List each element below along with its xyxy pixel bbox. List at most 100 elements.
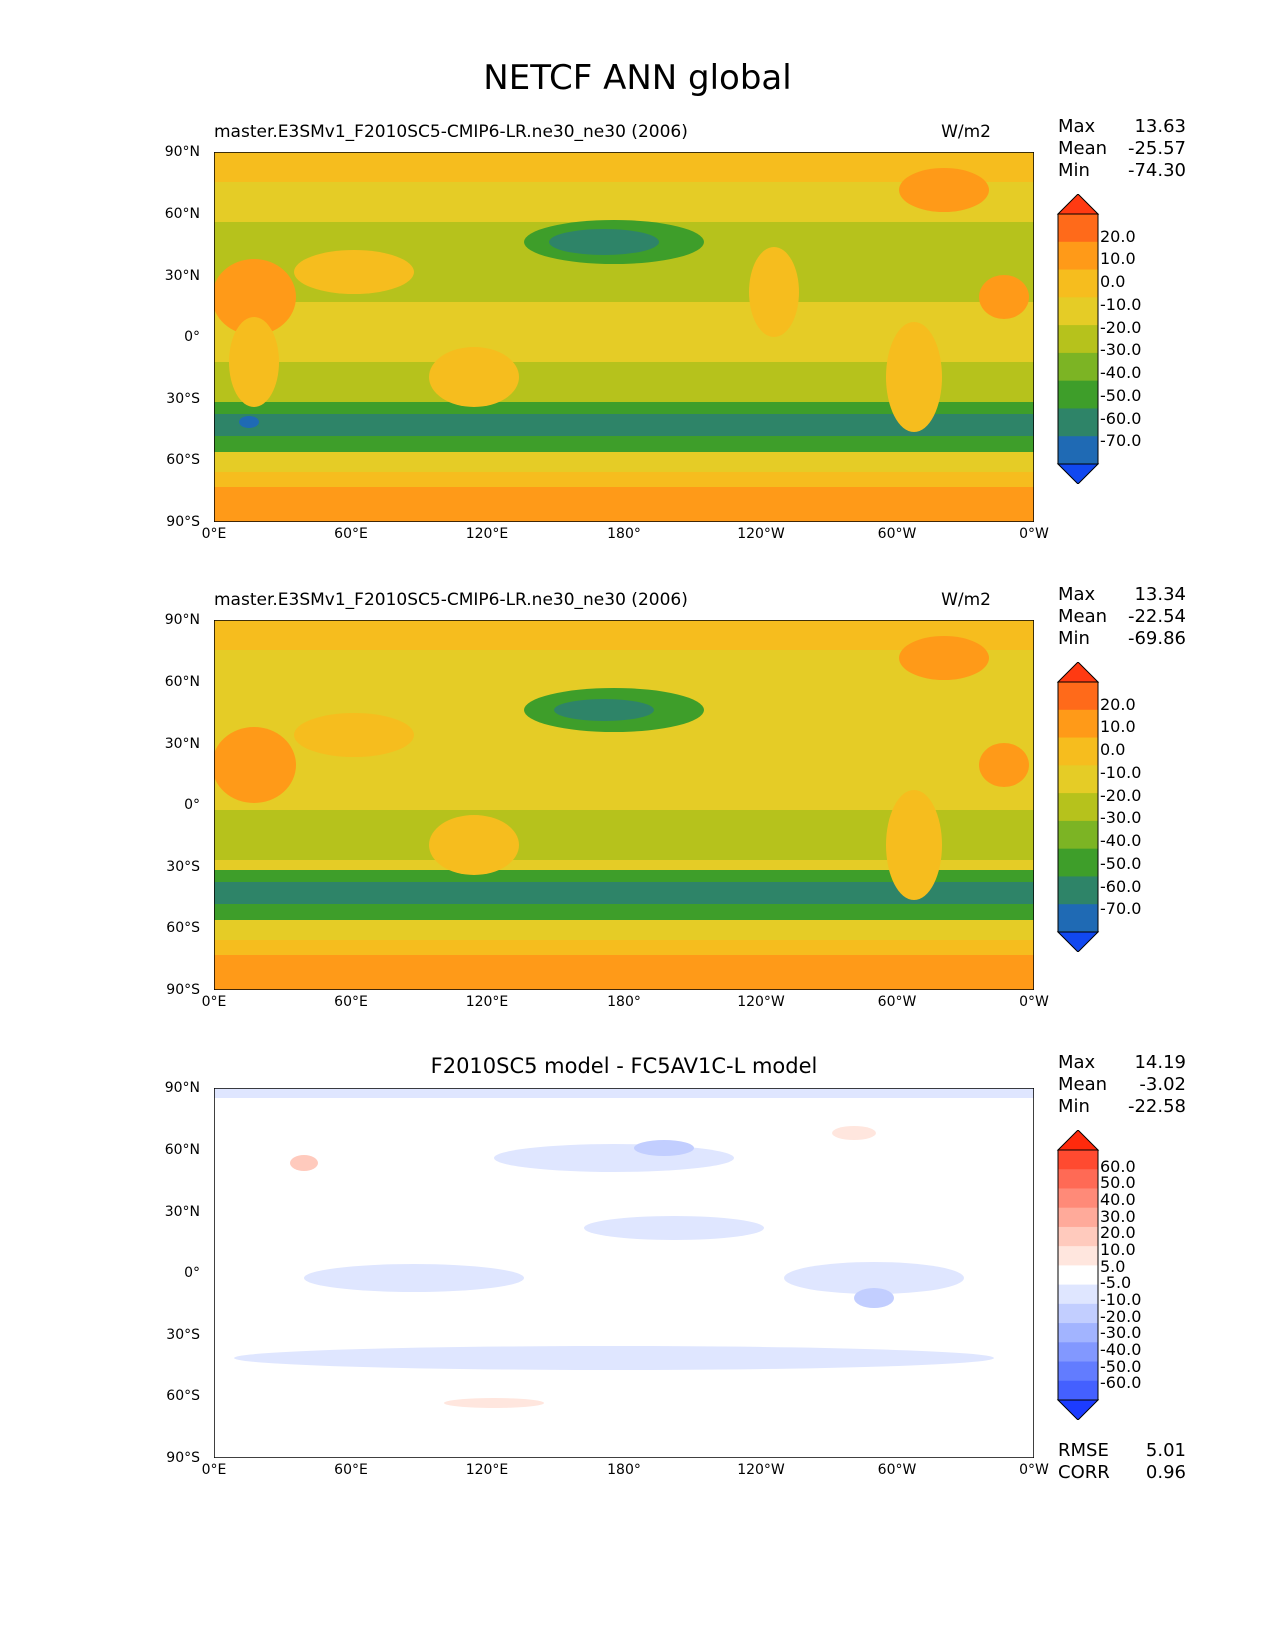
colorbar-segment [1058, 737, 1098, 766]
colorbar-label: -30.0 [1100, 1323, 1142, 1343]
colorbar-label: -20.0 [1100, 785, 1142, 805]
southern-ocean-core [214, 882, 1034, 904]
colorbar-bottom-arrow [1056, 1399, 1100, 1420]
colorbar-segment [1058, 793, 1098, 822]
colorbar-label: -60.0 [1100, 876, 1142, 896]
colorbar-segment [1058, 436, 1098, 465]
southern-ocean-core [214, 414, 1034, 436]
colorbar-label: 0.0 [1100, 272, 1126, 292]
colorbar-bottom-arrow [1056, 463, 1100, 484]
kamchatka-diff [634, 1140, 694, 1156]
lat-tick: 90°S [166, 982, 200, 998]
colorbar-label: 20.0 [1100, 1223, 1136, 1243]
sahara-wrap-region [979, 743, 1029, 787]
lon-tick: 120°E [465, 1462, 509, 1478]
lat-tick: 30°N [164, 268, 200, 284]
corr-label: CORR [1058, 1462, 1110, 1483]
max-value: 13.63 [1134, 116, 1186, 137]
lon-tick: 0°E [201, 994, 227, 1010]
east-pacific-diff [784, 1262, 964, 1294]
lon-tick: 0°E [201, 526, 227, 542]
colorbar-segment [1058, 1169, 1098, 1189]
colorbar-label: -30.0 [1100, 340, 1142, 360]
lat-tick: 0° [184, 329, 200, 345]
lat-tick: 30°N [164, 736, 200, 752]
colorbar-segment [1058, 1246, 1098, 1266]
arctic-band [214, 620, 1034, 650]
colorbar-segment [1058, 1188, 1098, 1209]
southern-ocean-diff [234, 1346, 994, 1370]
colorbar-segment [1058, 876, 1098, 905]
lon-tick: 180° [607, 526, 641, 542]
colorbar-segment [1058, 1207, 1098, 1228]
colorbar-label: 40.0 [1100, 1190, 1136, 1209]
lat-tick: 60°S [166, 920, 200, 936]
mean-label: Mean [1058, 606, 1108, 627]
north-midlat-band [214, 182, 1034, 222]
colorbar-top-arrow [1056, 1130, 1100, 1151]
colorbar-segment [1058, 1226, 1098, 1247]
lat-tick: 60°N [164, 206, 200, 222]
map-panel-2: master.E3SMv1_F2010SC5-CMIP6-LR.ne30_ne3… [0, 580, 1275, 1020]
colorbar-label: 50.0 [1100, 1173, 1136, 1193]
lon-tick: 60°W [877, 526, 917, 542]
lon-tick: 60°E [334, 1462, 368, 1478]
amazon-diff [854, 1288, 894, 1308]
colorbar [1056, 194, 1100, 484]
panel-title: master.E3SMv1_F2010SC5-CMIP6-LR.ne30_ne3… [214, 122, 688, 142]
lat-tick: 90°S [166, 514, 200, 530]
lat-tick: 0° [184, 1265, 200, 1281]
colorbar-segment [1058, 241, 1098, 271]
mean-label: Mean [1058, 138, 1108, 159]
lon-tick: 120°E [465, 994, 509, 1010]
colorbar-label: -60.0 [1100, 408, 1142, 428]
africa-region [229, 317, 279, 407]
corr-value: 0.96 [1145, 1462, 1186, 1483]
colorbar-label: 10.0 [1100, 717, 1136, 737]
colorbar-label: -40.0 [1100, 1340, 1142, 1359]
colorbar-segment [1058, 380, 1098, 409]
lon-tick: 120°W [737, 526, 785, 542]
min-value: -69.86 [1127, 628, 1186, 649]
mean-value: -25.57 [1127, 138, 1186, 159]
lat-tick: 90°N [164, 612, 200, 628]
colorbar-label: -50.0 [1100, 1356, 1142, 1376]
colorbar-frame [1057, 1149, 1099, 1401]
antarctica-core [214, 487, 1034, 522]
mean-value: -22.54 [1127, 606, 1186, 627]
units-label: W/m2 [941, 590, 991, 610]
colorbar-label: 60.0 [1100, 1156, 1136, 1176]
colorbar-segment [1058, 765, 1098, 794]
mean-label: Mean [1058, 1074, 1108, 1095]
colorbar-segment [1058, 1342, 1098, 1363]
lat-tick: 60°S [166, 452, 200, 468]
colorbar-label: -70.0 [1100, 431, 1142, 451]
colorbar-segment [1058, 214, 1098, 243]
greenland-region [899, 168, 989, 212]
colorbar-label: 10.0 [1100, 1240, 1136, 1259]
stats-box: Max 14.19 Mean -3.02 Min -22.58 [1058, 1052, 1186, 1118]
colorbar-label: 10.0 [1100, 249, 1136, 269]
colorbar-label: 30.0 [1100, 1206, 1136, 1226]
lon-tick: 60°E [334, 526, 368, 542]
min-value: -74.30 [1127, 160, 1186, 181]
antarctic-edge [214, 452, 1034, 472]
stats-box: Max 13.34 Mean -22.54 Min -69.86 [1058, 584, 1186, 650]
north-america-west [749, 247, 799, 337]
colorbar-label: -30.0 [1100, 808, 1142, 828]
colorbar-label: 0.0 [1100, 740, 1126, 760]
colorbar-segment [1058, 1323, 1098, 1343]
colorbar-label: 20.0 [1100, 694, 1136, 714]
colorbar-label: -10.0 [1100, 294, 1142, 314]
map-area [214, 1088, 1034, 1458]
north-pacific-core [554, 699, 654, 721]
antarctic-edge [214, 920, 1034, 940]
north-pacific-core [549, 229, 659, 255]
figure-title: NETCF ANN global [483, 58, 792, 98]
colorbar-segment [1058, 269, 1098, 298]
colorbar-frame [1057, 213, 1099, 465]
rmse-label: RMSE [1058, 1440, 1109, 1461]
sahara-region [214, 259, 296, 335]
lat-tick: 0° [184, 797, 200, 813]
lon-tick: 0°W [1019, 1462, 1049, 1478]
